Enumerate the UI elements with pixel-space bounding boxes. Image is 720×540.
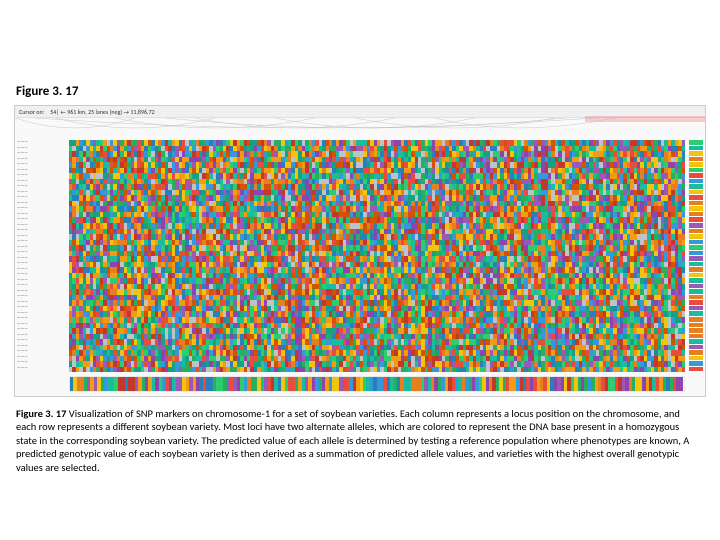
row-label: ——— — [17, 345, 67, 349]
row-label: ——— — [17, 196, 67, 200]
row-label: ——— — [17, 301, 67, 305]
row-label: ——— — [17, 141, 67, 145]
row-label: ——— — [17, 229, 67, 233]
row-label: ——— — [17, 174, 67, 178]
row-label: ——— — [17, 295, 67, 299]
row-label: ——— — [17, 257, 67, 261]
row-label: ——— — [17, 312, 67, 316]
row-label: ——— — [17, 180, 67, 184]
row-label: ——— — [17, 147, 67, 151]
figure-label: Figure 3. 17 — [14, 84, 706, 99]
row-label: ——— — [17, 317, 67, 321]
caption-body: Visualization of SNP markers on chromoso… — [16, 407, 689, 474]
row-label: ——— — [17, 361, 67, 365]
row-label: ——— — [17, 290, 67, 294]
caption-bold: Figure 3. 17 — [16, 407, 66, 420]
row-label: ——— — [17, 169, 67, 173]
row-label: ——— — [17, 350, 67, 354]
row-label: ——— — [17, 328, 67, 332]
row-label: ——— — [17, 213, 67, 217]
row-label: ——— — [17, 284, 67, 288]
row-label: ——— — [17, 356, 67, 360]
toolbar-label-2: 54| ← 961 km, 25 lanes (neg) → 11,896.72 — [50, 108, 154, 116]
row-label: ——— — [17, 158, 67, 162]
row-label: ——— — [17, 279, 67, 283]
row-label: ——— — [17, 218, 67, 222]
linkage-curves-icon — [15, 118, 615, 138]
row-label: ——— — [17, 339, 67, 343]
toolbar-label-1: Cursor on: — [19, 108, 44, 116]
row-label: ——— — [17, 323, 67, 327]
snp-heatmap — [69, 140, 685, 372]
heatmap-row — [69, 367, 685, 373]
row-label: ——— — [17, 207, 67, 211]
row-label: ——— — [17, 251, 67, 255]
row-label: ——— — [17, 240, 67, 244]
row-label: ——— — [17, 224, 67, 228]
row-label: ——— — [17, 235, 67, 239]
row-label: ——— — [17, 334, 67, 338]
snp-visualization: Cursor on: 54| ← 961 km, 25 lanes (neg) … — [14, 105, 706, 397]
row-label: ——— — [17, 306, 67, 310]
row-label: ——— — [17, 185, 67, 189]
row-labels: ————————————————————————————————————————… — [15, 140, 69, 372]
row-label: ——— — [17, 152, 67, 156]
row-label: ——— — [17, 268, 67, 272]
row-label: ——— — [17, 273, 67, 277]
right-color-bar — [689, 140, 703, 372]
row-label: ——— — [17, 367, 67, 371]
row-label: ——— — [17, 202, 67, 206]
row-label: ——— — [17, 191, 67, 195]
row-label: ——— — [17, 262, 67, 266]
page: Figure 3. 17 Cursor on: 54| ← 961 km, 25… — [0, 0, 720, 474]
row-label: ——— — [17, 246, 67, 250]
figure-caption: Figure 3. 17 Visualization of SNP marker… — [14, 407, 706, 474]
row-label: ——— — [17, 163, 67, 167]
bottom-color-bar — [69, 376, 685, 392]
